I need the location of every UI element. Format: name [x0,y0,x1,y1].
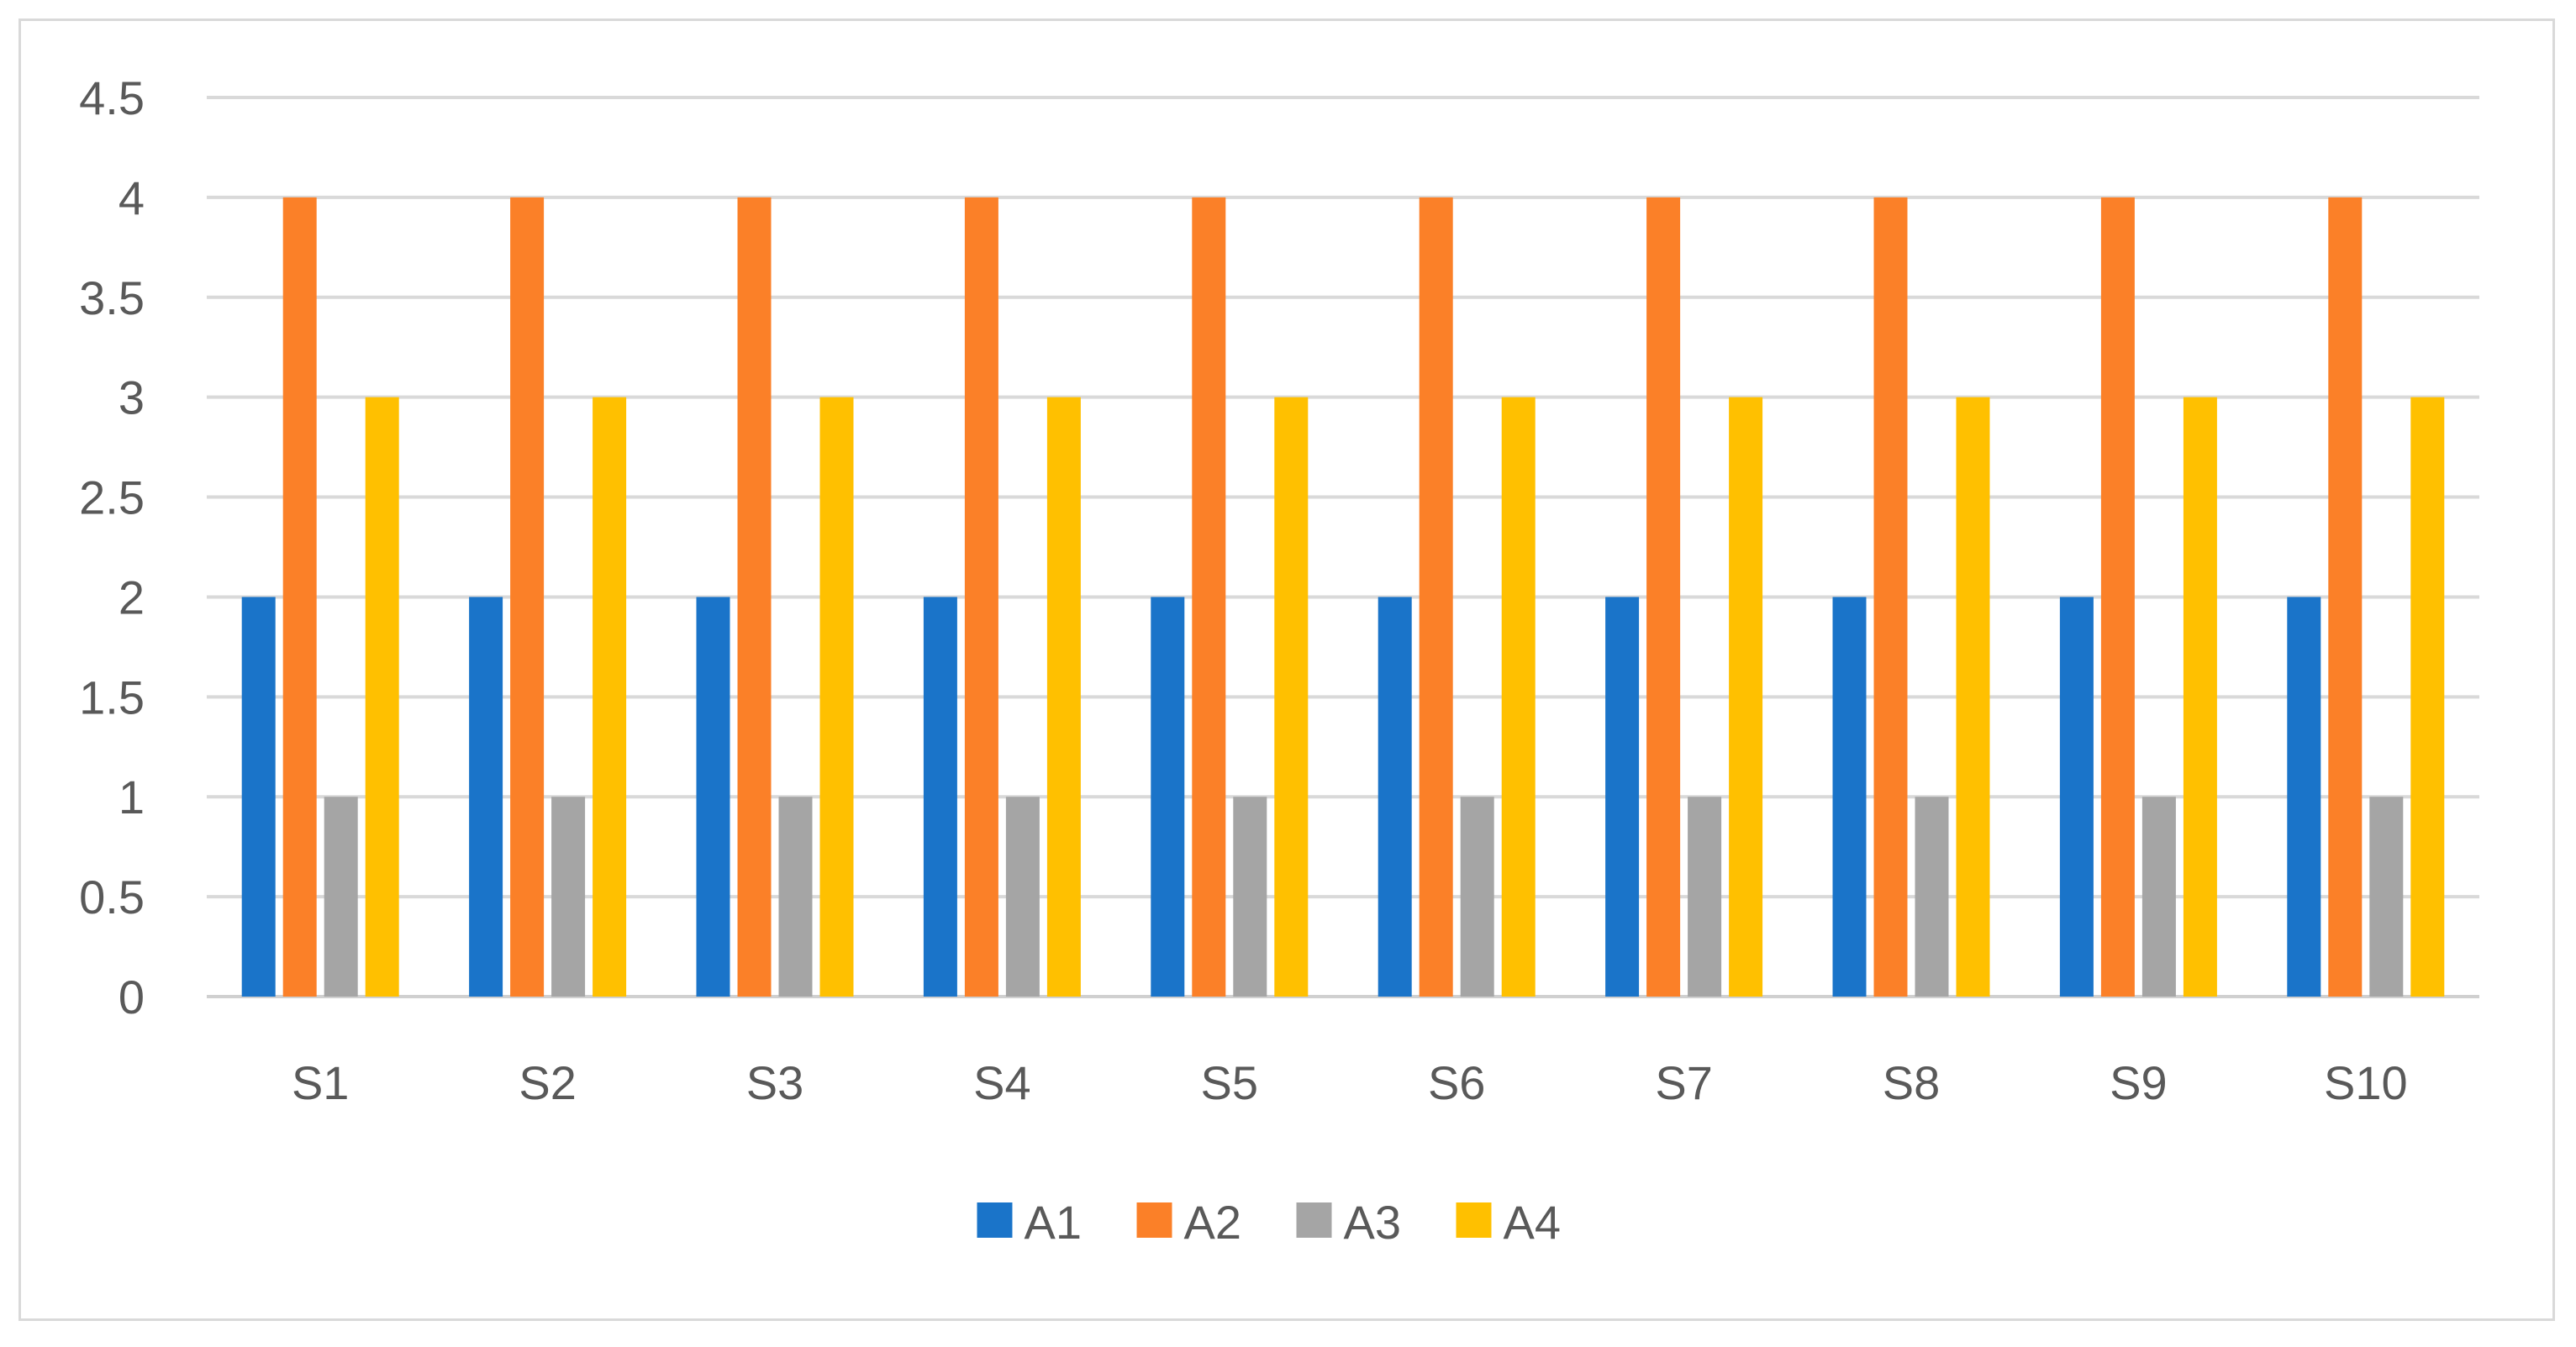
legend-label: A1 [1025,1196,1083,1249]
legend-item-a3: A3 [1296,1196,1402,1249]
y-tick-label: 3.5 [79,271,145,324]
bar-a1-s1 [241,597,276,997]
axes: 0 0.5 1 1.5 2 2.5 3 3.5 4 4.5 S1 S2 S3 S4 S5 S6 S7 S8 S9 S1… [79,71,2407,1109]
y-tick-label: 3 [119,371,145,424]
y-tick-label: 2.5 [79,471,145,524]
bar-a2-s6 [1419,197,1453,997]
bar-a4-s8 [1956,397,1990,997]
legend-swatch [1136,1202,1172,1238]
bar-a4-s2 [593,397,627,997]
x-tick-label: S6 [1428,1056,1486,1109]
legend-swatch [1296,1202,1332,1238]
legend: A1 A2 A3 A4 [977,1196,1562,1249]
bar-a2-s7 [1646,197,1681,997]
bar-a3-s3 [778,797,813,997]
bar-a3-s6 [1460,797,1494,997]
bar-a3-s2 [551,797,586,997]
x-tick-label: S9 [2110,1056,2168,1109]
bar-a4-s5 [1274,397,1309,997]
x-tick-label: S7 [1655,1056,1713,1109]
x-tick-label: S8 [1883,1056,1941,1109]
y-tick-label: 1 [119,771,145,823]
bar-a2-s3 [737,197,772,997]
bar-a3-s8 [1915,797,1949,997]
bar-a1-s9 [2059,597,2094,997]
bar-a1-s5 [1151,597,1185,997]
y-tick-label: 0 [119,971,145,1023]
bar-a1-s4 [923,597,957,997]
bar-a3-s5 [1233,797,1267,997]
y-tick-label: 1.5 [79,671,145,723]
bar-a1-s3 [696,597,730,997]
x-tick-label: S1 [292,1056,350,1109]
legend-item-a2: A2 [1136,1196,1242,1249]
bar-a3-s1 [324,797,358,997]
y-tick-label: 0.5 [79,871,145,923]
legend-label: A4 [1504,1196,1562,1249]
gridlines [207,96,2479,998]
bar-a3-s10 [2369,797,2404,997]
y-tick-label: 2 [119,571,145,624]
legend-label: A3 [1344,1196,1402,1249]
bar-a1-s10 [2287,597,2321,997]
bar-a4-s4 [1046,397,1081,997]
bar-a1-s8 [1832,597,1867,997]
bar-a3-s4 [1005,797,1040,997]
bar-a2-s8 [1873,197,1908,997]
x-tick-label: S4 [973,1056,1031,1109]
legend-swatch [977,1202,1013,1238]
legend-item-a4: A4 [1456,1196,1562,1249]
y-tick-label: 4.5 [79,71,145,124]
bar-a2-s5 [1192,197,1226,997]
x-tick-label: S5 [1201,1056,1259,1109]
bar-a4-s1 [365,397,399,997]
bar-a3-s7 [1688,797,1722,997]
bar-a2-s4 [964,197,998,997]
bar-a2-s1 [282,197,317,997]
bar-a1-s2 [469,597,503,997]
bar-a2-s10 [2328,197,2363,997]
bar-a4-s10 [2410,397,2445,997]
bar-a4-s9 [2183,397,2217,997]
bars [241,197,2445,997]
bar-a1-s7 [1605,597,1640,997]
bar-a4-s6 [1501,397,1536,997]
legend-item-a1: A1 [977,1196,1083,1249]
bar-a3-s9 [2141,797,2176,997]
x-tick-label: S3 [746,1056,804,1109]
legend-swatch [1456,1202,1492,1238]
x-tick-label: S2 [519,1056,577,1109]
bar-a4-s7 [1729,397,1763,997]
bar-a1-s6 [1378,597,1412,997]
x-tick-label: S10 [2324,1056,2408,1109]
bar-a2-s9 [2100,197,2135,997]
legend-label: A2 [1184,1196,1242,1249]
y-tick-label: 4 [119,171,145,224]
bar-a2-s2 [510,197,545,997]
bar-a4-s3 [819,397,854,997]
